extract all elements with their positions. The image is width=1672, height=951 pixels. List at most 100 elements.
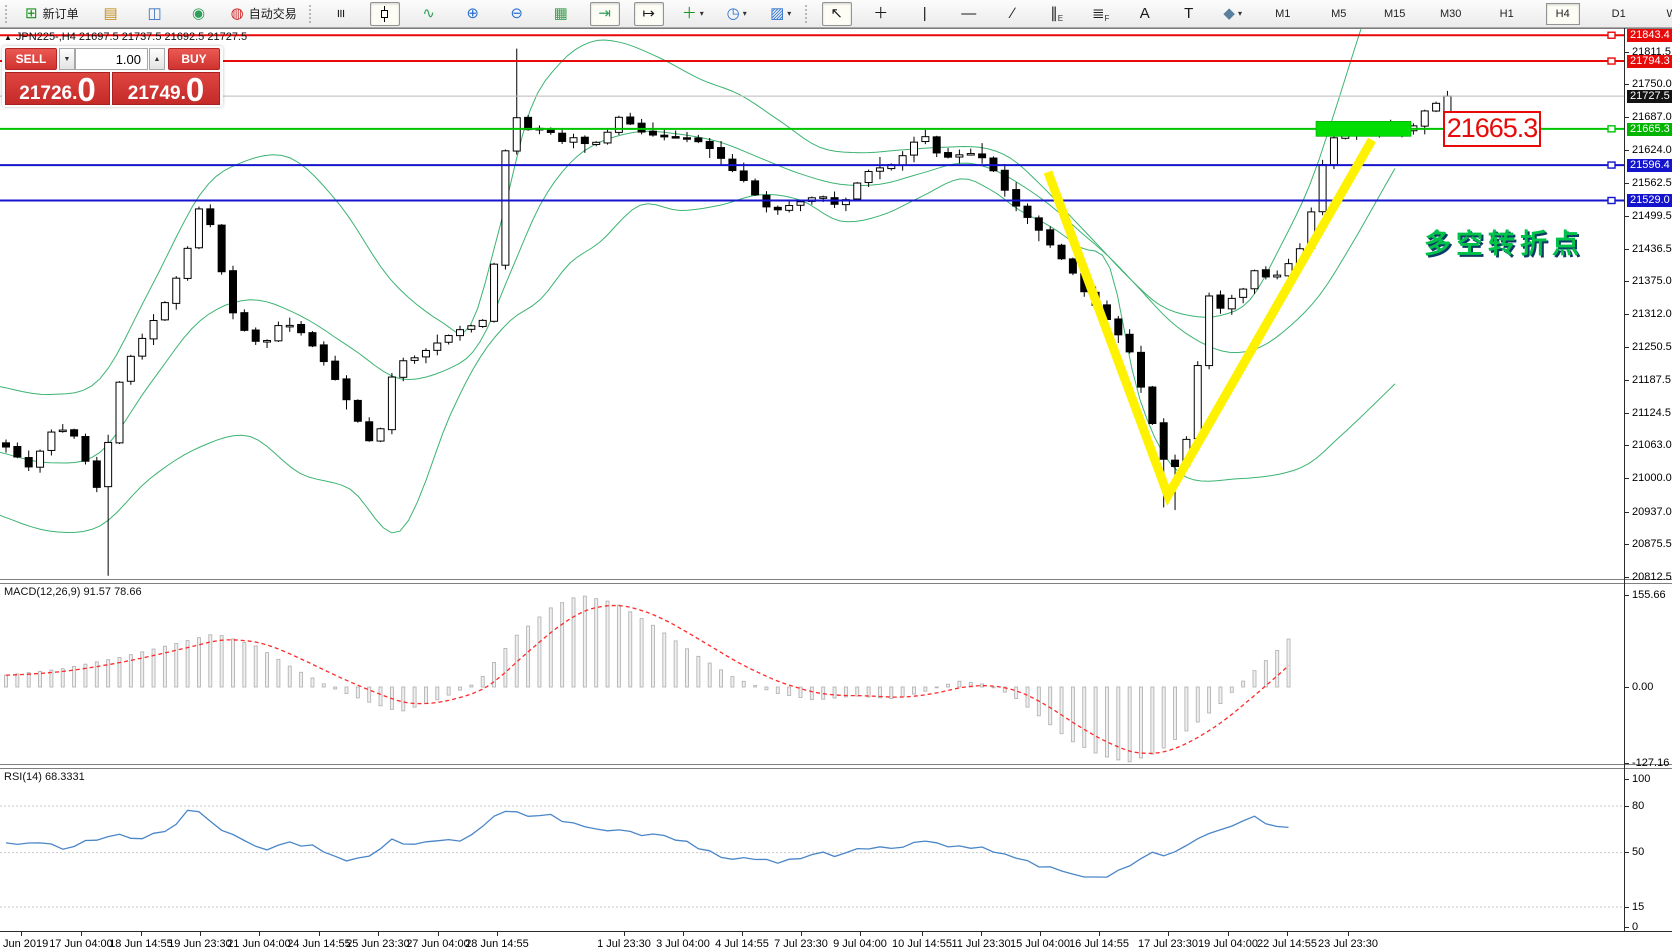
toolbar-grip[interactable] — [804, 4, 810, 23]
axis-tick — [1625, 281, 1629, 282]
channel-tool-button[interactable]: ∥ E — [1042, 2, 1072, 26]
channel-tool-icon: ∥ — [1050, 5, 1058, 22]
time-tick — [860, 932, 861, 936]
candlestick-chart[interactable] — [0, 29, 1624, 579]
hline-tool-button[interactable]: — — [954, 2, 984, 26]
price-axis-label: 21436.5 — [1632, 243, 1672, 255]
timeframe-m30-button[interactable]: M30 — [1440, 7, 1462, 20]
timeframe-m1-button[interactable]: M1 — [1275, 7, 1291, 20]
macd-indicator-pane[interactable] — [0, 582, 1624, 764]
collapse-triangle-icon[interactable]: ▲ — [4, 32, 12, 42]
bid-price[interactable]: 21726. 0 — [5, 72, 110, 106]
indicators-button[interactable]: ＋ ▾ — [678, 2, 708, 26]
time-tick — [981, 932, 982, 936]
templates-button[interactable]: ▨ ▾ — [766, 2, 796, 26]
toolbar-grip[interactable] — [5, 4, 10, 23]
pane-separator[interactable] — [0, 764, 1672, 769]
sell-button[interactable]: SELL — [5, 48, 57, 70]
toolbar-group: ⊞ 新订单 ▤ ◫ ◉ ◍ 自动交易 — [15, 2, 307, 26]
time-tick — [1228, 932, 1229, 936]
price-axis-label: 21687.0 — [1632, 111, 1672, 123]
sounds-button[interactable]: ◉ — [184, 2, 214, 26]
price-history-button[interactable]: ▤ — [96, 2, 126, 26]
price-zone-label[interactable]: 21665.3 — [1443, 111, 1541, 147]
time-axis-label: 18 Jun 14:55 — [109, 938, 173, 950]
buy-button[interactable]: BUY — [168, 48, 220, 70]
time-axis-label: 25 Jun 23:30 — [346, 938, 410, 950]
toolbar-group: | — ∕ ∥ E ≣ F A T ◆ ▾ — [903, 2, 1255, 26]
macd-scale-label: 0.00 — [1632, 681, 1654, 693]
vline-tool-button[interactable]: | — [910, 2, 940, 26]
time-tick — [141, 932, 142, 936]
label-tool-button[interactable]: T — [1174, 2, 1204, 26]
time-tick — [683, 932, 684, 936]
volume-increase-button[interactable]: ▲ — [149, 48, 165, 70]
time-axis-label: 15 Jul 04:00 — [1010, 938, 1070, 950]
time-axis-label: 27 Jun 04:00 — [406, 938, 470, 950]
auto-scroll-button[interactable]: ⇥ — [589, 1, 620, 26]
tool-letter: F — [1104, 13, 1110, 23]
tile-windows-button[interactable]: ▦ — [546, 2, 576, 26]
time-tick — [1348, 932, 1349, 936]
time-tick — [259, 932, 260, 936]
new-order-button[interactable]: ⊞ 新订单 — [22, 2, 82, 26]
rsi-scale-label: 15 — [1632, 901, 1645, 913]
zoom-out-button[interactable]: ⊖ — [502, 2, 532, 26]
cursor-button[interactable]: ↖ — [821, 1, 852, 26]
timeframe-m15-button[interactable]: M15 — [1384, 7, 1406, 20]
price-badge: 21665.3 — [1627, 123, 1672, 136]
timeframe-w1-button[interactable]: W1 — [1666, 7, 1672, 20]
timeframe-d1-button[interactable]: D1 — [1611, 7, 1626, 20]
main-toolbar: ⊞ 新订单 ▤ ◫ ◉ ◍ 自动交易 ≡ ∿ ⊕ ⊖ ▦ ⇥ ↦ ＋ ▾ ◷ ▾ ▨ ▾ ↖ ＋ | — ∕ ∥ E ≣ F A T ◆ ▾ M… — [0, 0, 1672, 28]
price-axis[interactable]: 21811.5 21750.0 21687.0 21624.0 21562.5 21499… — [1624, 28, 1672, 933]
tool-letter: E — [1057, 13, 1064, 23]
crosshair-icon: ＋ — [873, 5, 889, 22]
candles-mode-button[interactable] — [369, 1, 400, 26]
time-tick — [624, 932, 625, 936]
chart-shift-icon: ↦ — [642, 5, 655, 22]
rsi-indicator-pane[interactable] — [0, 767, 1624, 931]
axis-tick — [1625, 413, 1629, 414]
annotation-text[interactable]: 多空转折点 — [1424, 229, 1584, 259]
dropdown-caret-icon[interactable]: ▾ — [699, 9, 704, 18]
one-click-trade-panel: SELL ▼ ▲ BUY 21726.0 21749.0 — [2, 46, 223, 107]
macd-label: MACD(12,26,9) 91.57 78.66 — [4, 586, 142, 598]
bars-mode-button[interactable]: ≡ — [326, 2, 356, 26]
periods-button[interactable]: ◷ ▾ — [722, 2, 752, 26]
time-tick — [1287, 932, 1288, 936]
axis-tick — [1625, 478, 1629, 479]
pane-separator[interactable] — [0, 579, 1672, 584]
fibo-tool-button[interactable]: ≣ F — [1086, 2, 1116, 26]
chart-shift-button[interactable]: ↦ — [633, 1, 664, 26]
timeframe-toolbar: M1M5M15M30H1H4D1W1MN — [1255, 2, 1672, 25]
dropdown-caret-icon[interactable]: ▾ — [742, 9, 747, 18]
crosshair-button[interactable]: ＋ — [866, 2, 896, 26]
chart-title-text: JPN225-,H4 21697.5 21737.5 21692.5 21727… — [15, 31, 248, 43]
arrows-tool-button[interactable]: ◆ ▾ — [1218, 2, 1248, 26]
market-watch-button[interactable]: ◫ — [140, 2, 170, 26]
timeframe-h4-button[interactable]: H4 — [1545, 2, 1580, 25]
ask-price[interactable]: 21749. 0 — [112, 72, 220, 106]
dropdown-caret-icon[interactable]: ▾ — [1237, 9, 1242, 18]
timeframe-m5-button[interactable]: M5 — [1331, 7, 1347, 20]
time-axis-label: 10 Jul 14:55 — [892, 938, 952, 950]
time-tick — [801, 932, 802, 936]
autotrading-button[interactable]: ◍ 自动交易 — [228, 2, 300, 26]
autotrading-button-label: 自动交易 — [248, 7, 297, 21]
timeframe-h1-button[interactable]: H1 — [1499, 7, 1514, 20]
axis-tick — [1625, 347, 1629, 348]
line-mode-button[interactable]: ∿ — [414, 2, 444, 26]
dropdown-caret-icon[interactable]: ▾ — [787, 9, 792, 18]
text-tool-button[interactable]: A — [1130, 2, 1160, 26]
time-axis-label: 17 Jul 23:30 — [1138, 938, 1198, 950]
axis-tick — [1625, 117, 1629, 118]
price-axis-label: 21750.0 — [1632, 78, 1672, 90]
volume-decrease-button[interactable]: ▼ — [59, 48, 75, 70]
arrows-tool-icon: ◆ — [1223, 5, 1235, 22]
zoom-in-button[interactable]: ⊕ — [458, 2, 488, 26]
toolbar-grip[interactable] — [308, 4, 314, 23]
trendline-tool-button[interactable]: ∕ — [998, 2, 1028, 26]
time-axis-label: 3 Jul 04:00 — [656, 938, 710, 950]
volume-input[interactable] — [75, 48, 148, 70]
